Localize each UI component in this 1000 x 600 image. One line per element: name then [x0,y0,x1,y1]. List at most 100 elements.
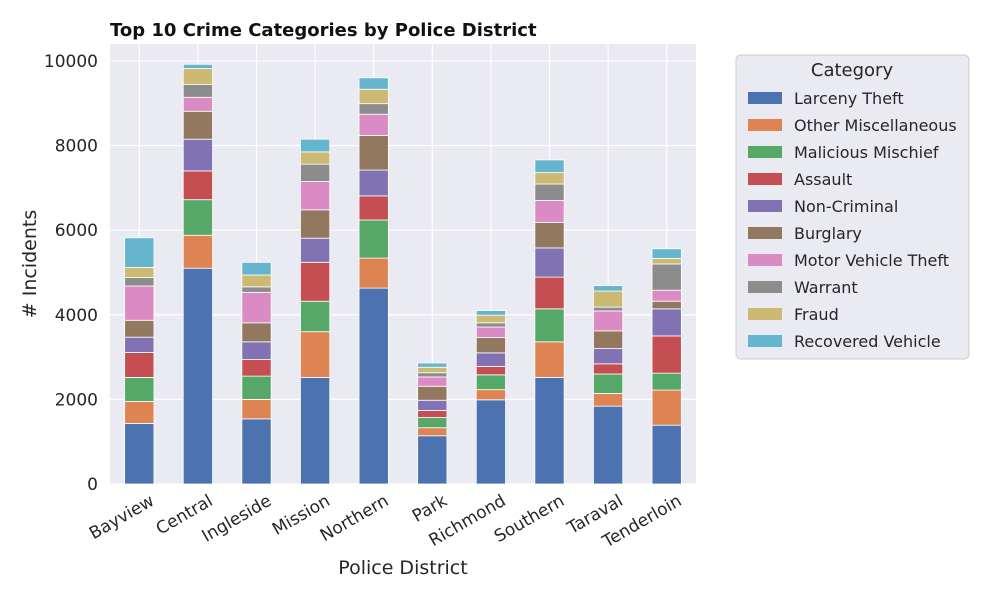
bar-segment [475,310,506,316]
bar-segment [182,110,213,140]
bar-segment [417,385,448,401]
bar-segment [593,310,624,332]
bar-segment [358,257,389,289]
bar-segment [182,138,213,172]
bar-segment [241,418,272,485]
bar-segment [358,195,389,221]
legend-entry: Non-Criminal [794,197,898,216]
bar-segment [358,134,389,171]
bar-segment [534,308,565,343]
bar-segment [593,393,624,407]
bar-segment [300,163,331,182]
legend-box [735,54,970,360]
bar-segment [651,258,682,265]
bar-segment [475,314,506,324]
legend-entry: Other Miscellaneous [794,116,957,135]
bar-stack-taraval [593,285,624,485]
bar-segment [182,267,213,485]
bar-segment [300,138,331,153]
y-tick-label: 4000 [55,306,98,326]
bar-segment [651,389,682,426]
bars [124,63,682,485]
bar-segment [241,375,272,400]
legend-entry: Assault [794,170,852,189]
bar-stack-park [417,362,448,485]
legend-swatch [748,200,782,212]
legend-swatch [748,92,782,104]
y-tick-label: 10000 [44,52,98,72]
bar-stack-northern [358,77,389,485]
bar-segment [651,424,682,485]
bar-segment [651,308,682,337]
bar-segment [651,300,682,310]
y-tick-label: 2000 [55,390,98,410]
bar-segment [124,401,155,424]
bar-segment [651,335,682,374]
y-tick-label: 8000 [55,137,98,157]
chart-title: Top 10 Crime Categories by Police Distri… [110,20,537,41]
bar-segment [593,373,624,394]
bar-segment [300,261,331,302]
bar-segment [124,237,155,268]
bar-segment [593,306,624,312]
bar-segment [475,337,506,354]
bar-segment [241,398,272,420]
bar-segment [300,209,331,239]
bar-segment [241,322,272,343]
bar-segment [593,285,624,292]
bar-segment [593,405,624,485]
y-tick-labels: 0 2000 4000 6000 8000 10000 [44,52,98,495]
bar-stack-bayview [124,237,155,485]
bar-segment [358,219,389,259]
bar-segment [534,222,565,249]
bar-segment [534,200,565,223]
legend-entry: Warrant [794,278,858,297]
bar-segment [182,234,213,269]
bar-segment [182,170,213,201]
bar-segment [124,266,155,278]
legend-swatch [748,146,782,158]
bar-segment [534,341,565,378]
bar-segment [534,276,565,310]
bar-segment [593,330,624,350]
bar-segment [358,88,389,105]
bar-segment [124,319,155,338]
bar-segment [300,151,331,165]
bar-stack-central [182,63,213,485]
bar-segment [417,362,448,368]
bar-stack-tenderloin [651,248,682,485]
bar-segment [651,263,682,291]
bar-stack-richmond [475,310,506,485]
bar-segment [182,63,213,69]
bar-segment [534,376,565,485]
bar-segment [593,363,624,375]
bar-segment [475,326,506,339]
bar-segment [475,352,506,367]
legend-swatch [748,254,782,266]
bar-segment [124,423,155,485]
bar-segment [475,365,506,376]
bar-stack-mission [300,138,331,485]
bar-segment [475,374,506,391]
legend-entry: Recovered Vehicle [794,332,941,351]
bar-segment [182,68,213,86]
bar-segment [534,172,565,185]
bar-segment [593,348,624,365]
bar-segment [417,376,448,387]
bar-segment [124,336,155,353]
bar-segment [182,84,213,98]
legend-entry: Larceny Theft [794,89,904,108]
bar-segment [358,287,389,485]
x-tick-label: Bayview [86,491,158,544]
bar-segment [534,247,565,278]
legend-entry: Fraud [794,305,839,324]
legend-entry: Motor Vehicle Theft [794,251,949,270]
bar-segment [475,322,506,328]
bar-segment [300,181,331,211]
bar-segment [417,372,448,378]
bar-segment [241,291,272,324]
bar-segment [124,376,155,402]
bar-segment [124,285,155,321]
bar-segment [182,199,213,236]
